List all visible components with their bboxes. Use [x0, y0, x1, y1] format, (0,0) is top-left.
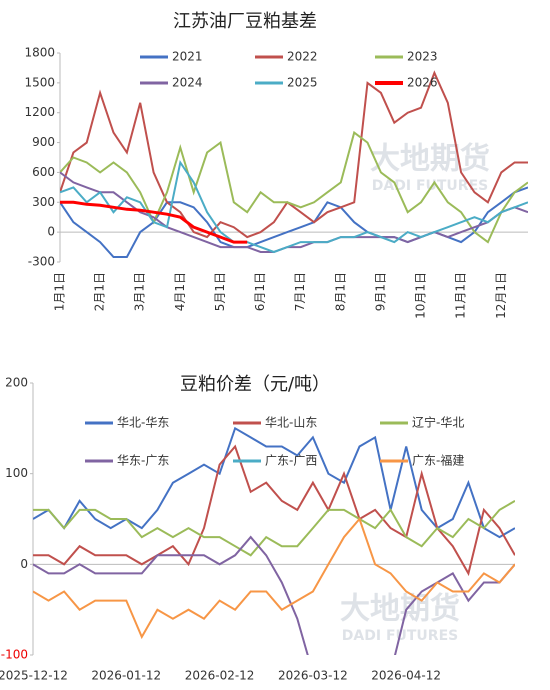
y-tick-label: 200 [5, 376, 28, 390]
y-tick-label: 1500 [24, 75, 55, 89]
legend-label: 广东-福建 [412, 453, 464, 468]
watermark: 大地期货 [370, 142, 490, 177]
y-tick-label: 100 [5, 466, 28, 480]
chart-title: 江苏油厂豆粕基差 [173, 11, 317, 32]
x-tick-label: 7月1日 [293, 272, 307, 311]
x-tick-label: 5月1日 [213, 272, 227, 311]
x-tick-label: 2026-01-12 [91, 669, 161, 683]
legend-label: 2023 [407, 50, 438, 64]
legend-label: 2022 [287, 50, 318, 64]
x-tick-label: 2026-02-12 [185, 669, 255, 683]
watermark-en: DADI FUTURES [372, 178, 488, 194]
series-line [33, 500, 515, 557]
y-tick-label: -300 [28, 255, 55, 269]
x-tick-label: 4月1日 [173, 272, 187, 311]
y-tick-label: 900 [32, 135, 55, 149]
chart-title: 豆粕价差（元/吨） [180, 374, 330, 395]
x-tick-label: 1月1日 [53, 272, 67, 311]
legend-label: 2024 [172, 76, 203, 90]
series-line [60, 70, 528, 239]
series-line [60, 159, 528, 254]
y-tick-label: 300 [32, 195, 55, 209]
series-line [33, 426, 515, 539]
legend-label: 2021 [172, 50, 203, 64]
y-tick-label: 1200 [24, 105, 55, 119]
series-line [60, 130, 528, 244]
x-tick-label: 2025-12-12 [0, 669, 68, 683]
y-tick-label: 600 [32, 165, 55, 179]
legend-label: 华北-华东 [117, 416, 169, 430]
series-line [33, 444, 515, 577]
legend-label: 华东-广东 [117, 454, 169, 468]
watermark: 大地期货 [340, 592, 460, 627]
legend-label: 广东-广西 [265, 454, 317, 468]
x-tick-label: 2026-03-12 [278, 669, 348, 683]
x-tick-label: 10月1日 [414, 272, 428, 319]
x-tick-label: 6月1日 [253, 272, 267, 311]
legend-label: 辽宁-华北 [412, 415, 464, 430]
y-tick-label: -100 [1, 648, 28, 662]
y-tick-label: 1800 [24, 46, 55, 60]
legend-label: 2026 [407, 76, 438, 90]
y-tick-label: 0 [47, 225, 55, 239]
x-tick-label: 2026-04-12 [371, 669, 441, 683]
series-line [33, 517, 515, 640]
series-line [60, 186, 528, 258]
legend-label: 华北-山东 [265, 416, 317, 430]
y-tick-label: 0 [20, 557, 28, 571]
x-tick-label: 8月1日 [333, 272, 347, 311]
x-tick-label: 11月1日 [454, 272, 468, 319]
x-tick-label: 12月1日 [494, 272, 508, 319]
x-tick-label: 9月1日 [373, 272, 387, 311]
x-tick-label: 2月1日 [93, 272, 107, 311]
x-tick-label: 3月1日 [133, 272, 147, 311]
series-line [60, 200, 248, 244]
legend-label: 2025 [287, 76, 318, 90]
